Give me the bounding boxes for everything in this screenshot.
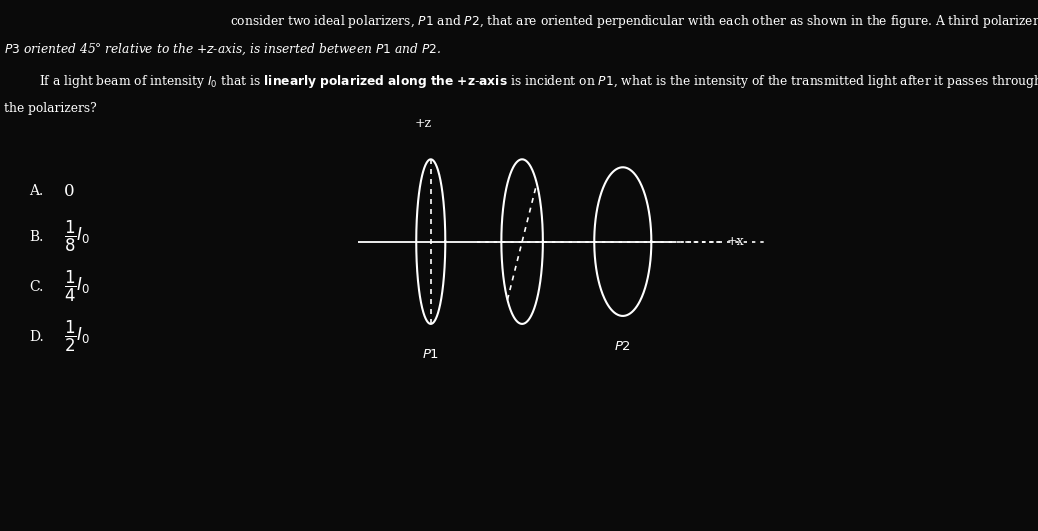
Text: +x: +x [727, 235, 744, 248]
Text: consider two ideal polarizers, $P1$ and $P2$, that are oriented perpendicular wi: consider two ideal polarizers, $P1$ and … [230, 13, 1038, 30]
Text: $P2$: $P2$ [614, 340, 631, 353]
Text: $\dfrac{1}{8}I_0$: $\dfrac{1}{8}I_0$ [64, 219, 90, 254]
Text: $P3$ oriented 45° relative to the $+z$-axis, is inserted between $P1$ and $P2$.: $P3$ oriented 45° relative to the $+z$-a… [4, 41, 441, 57]
Text: A.: A. [29, 184, 44, 198]
Text: B.: B. [29, 230, 44, 244]
Text: If a light beam of intensity $I_0$ that is $\mathbf{linearly\ polarized\ along\ : If a light beam of intensity $I_0$ that … [39, 73, 1038, 90]
Text: D.: D. [29, 330, 44, 344]
Text: $\dfrac{1}{4}I_0$: $\dfrac{1}{4}I_0$ [64, 269, 90, 304]
Text: 0: 0 [64, 183, 75, 200]
Text: the polarizers?: the polarizers? [4, 102, 97, 115]
Text: C.: C. [29, 280, 44, 294]
Text: $P1$: $P1$ [422, 348, 439, 361]
Text: $\dfrac{1}{2}I_0$: $\dfrac{1}{2}I_0$ [64, 319, 90, 354]
Text: +z: +z [415, 117, 432, 130]
